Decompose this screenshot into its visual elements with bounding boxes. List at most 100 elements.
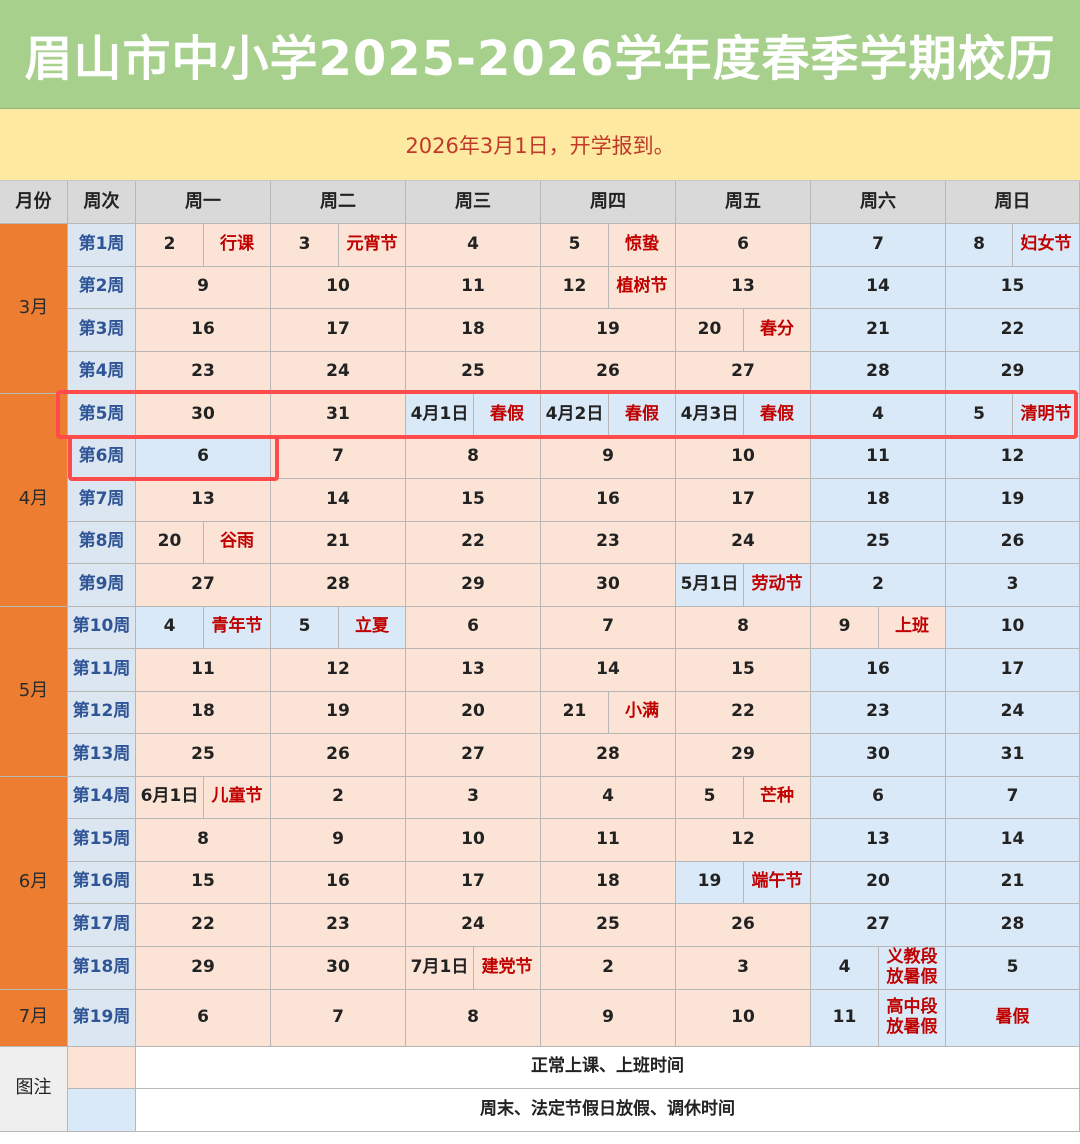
date-cell: 13: [136, 479, 271, 522]
date-cell: 15: [946, 266, 1080, 309]
date-cell: 暑假: [946, 989, 1080, 1047]
legend-text: 正常上课、上班时间: [136, 1046, 1080, 1089]
date-cell: 25: [541, 904, 676, 947]
week-label: 第8周: [68, 521, 136, 564]
date-cell: 12: [676, 819, 811, 862]
week-label: 第17周: [68, 904, 136, 947]
date-cell: 22: [406, 521, 541, 564]
event-label: 植树节: [609, 266, 676, 309]
date-cell: 19: [271, 691, 406, 734]
date-cell: 27: [406, 734, 541, 777]
date-cell: 15: [676, 649, 811, 692]
date-cell: 9: [136, 266, 271, 309]
date-cell: 13: [676, 266, 811, 309]
event-label: 高中段放暑假: [879, 989, 946, 1047]
event-label: 小满: [609, 691, 676, 734]
date-cell: 2: [271, 776, 406, 819]
event-label: 上班: [879, 606, 946, 649]
week-label: 第14周: [68, 776, 136, 819]
date-cell: 10: [676, 989, 811, 1047]
date-cell: 28: [811, 351, 946, 394]
month-cell: 3月: [0, 224, 68, 394]
event-label: 青年节: [204, 606, 271, 649]
date-cell: 15: [406, 479, 541, 522]
column-header: 周一: [136, 181, 271, 224]
date-cell: 10: [946, 606, 1080, 649]
date-cell: 14: [271, 479, 406, 522]
date-cell: 21: [271, 521, 406, 564]
date-cell: 20: [811, 861, 946, 904]
date-cell: 8: [676, 606, 811, 649]
date-cell: 8: [406, 436, 541, 479]
event-label: 清明节: [1013, 394, 1080, 437]
date-cell: 8: [136, 819, 271, 862]
week-label: 第18周: [68, 946, 136, 990]
date-cell: 3: [406, 776, 541, 819]
date-cell: 11: [811, 436, 946, 479]
date-cell: 11: [811, 989, 879, 1047]
date-cell: 4: [811, 946, 879, 990]
date-cell: 7: [811, 224, 946, 267]
date-cell: 22: [136, 904, 271, 947]
date-cell: 20: [136, 521, 204, 564]
date-cell: 24: [676, 521, 811, 564]
date-cell: 3: [676, 946, 811, 990]
date-cell: 31: [271, 394, 406, 437]
date-cell: 15: [136, 861, 271, 904]
week-label: 第3周: [68, 309, 136, 352]
date-cell: 24: [946, 691, 1080, 734]
date-cell: 21: [811, 309, 946, 352]
event-label: 建党节: [474, 946, 541, 990]
date-cell: 5: [676, 776, 744, 819]
date-cell: 24: [271, 351, 406, 394]
date-cell: 25: [811, 521, 946, 564]
month-cell: 4月: [0, 394, 68, 607]
date-cell: 6: [676, 224, 811, 267]
event-label: 春假: [609, 394, 676, 437]
week-label: 第16周: [68, 861, 136, 904]
week-label: 第11周: [68, 649, 136, 692]
date-cell: 12: [271, 649, 406, 692]
date-cell: 29: [406, 564, 541, 607]
date-cell: 7: [271, 989, 406, 1047]
column-header: 周日: [946, 181, 1080, 224]
date-cell: 30: [136, 394, 271, 437]
week-label: 第13周: [68, 734, 136, 777]
week-label: 第15周: [68, 819, 136, 862]
date-cell: 25: [406, 351, 541, 394]
date-cell: 7: [271, 436, 406, 479]
column-header: 周六: [811, 181, 946, 224]
date-cell: 30: [811, 734, 946, 777]
date-cell: 21: [541, 691, 609, 734]
date-cell: 6月1日: [136, 776, 204, 819]
column-header: 周四: [541, 181, 676, 224]
legend-swatch: [68, 1046, 136, 1089]
date-cell: 5: [946, 946, 1080, 990]
date-cell: 4: [136, 606, 204, 649]
date-cell: 29: [946, 351, 1080, 394]
date-cell: 9: [271, 819, 406, 862]
date-cell: 29: [136, 946, 271, 990]
event-label: 行课: [204, 224, 271, 267]
week-label: 第19周: [68, 989, 136, 1047]
date-cell: 6: [811, 776, 946, 819]
date-cell: 5: [271, 606, 339, 649]
date-cell: 26: [271, 734, 406, 777]
column-header: 周三: [406, 181, 541, 224]
date-cell: 2: [811, 564, 946, 607]
date-cell: 17: [676, 479, 811, 522]
date-cell: 8: [946, 224, 1013, 267]
month-cell: 7月: [0, 989, 68, 1047]
column-header: 周二: [271, 181, 406, 224]
date-cell: 11: [136, 649, 271, 692]
week-label: 第9周: [68, 564, 136, 607]
column-header: 月份: [0, 181, 68, 224]
event-label: 端午节: [744, 861, 811, 904]
week-label: 第4周: [68, 351, 136, 394]
date-cell: 7月1日: [406, 946, 474, 990]
date-cell: 25: [136, 734, 271, 777]
date-cell: 7: [541, 606, 676, 649]
date-cell: 18: [811, 479, 946, 522]
event-label: 儿童节: [204, 776, 271, 819]
date-cell: 27: [136, 564, 271, 607]
